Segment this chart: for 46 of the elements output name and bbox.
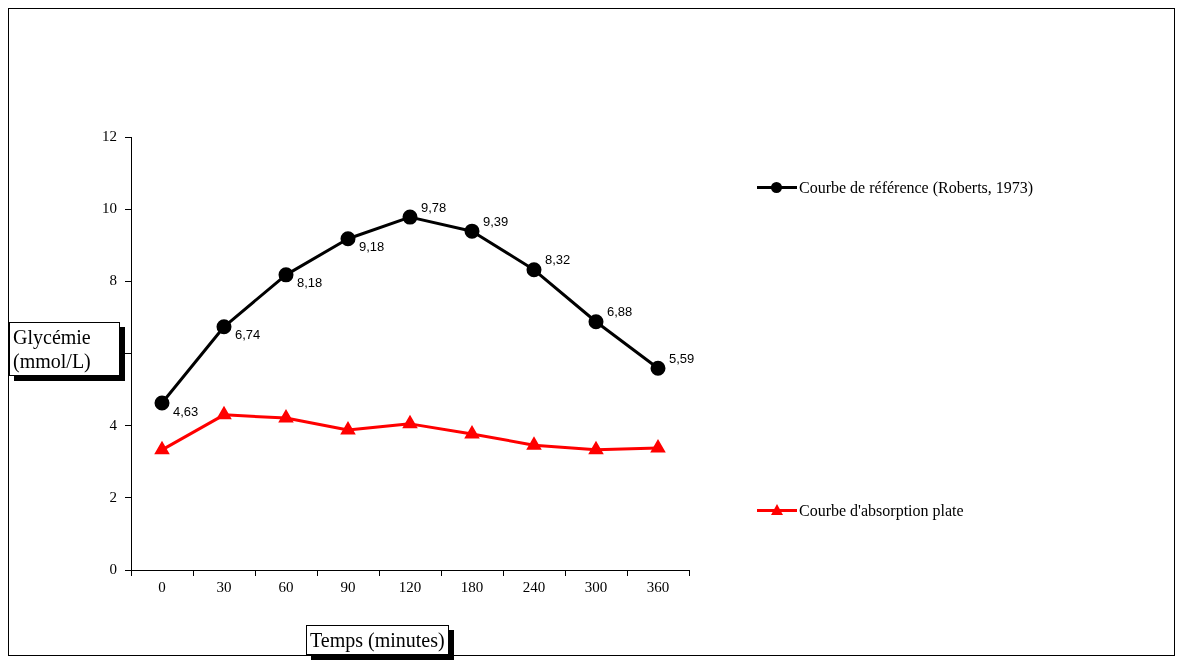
data-label: 4,63	[173, 403, 199, 419]
point	[650, 360, 666, 376]
data-label: 8,32	[545, 252, 571, 268]
x-tick-label: 30	[216, 578, 232, 595]
point	[340, 231, 356, 247]
data-label: 6,88	[607, 304, 633, 320]
point	[154, 395, 170, 411]
data-label: 6,74	[235, 327, 261, 343]
point	[465, 426, 479, 439]
point	[217, 407, 231, 420]
y-tick-label: 8	[109, 272, 117, 289]
point	[403, 416, 417, 429]
x-tick-label: 120	[398, 578, 422, 595]
x-tick-label: 300	[584, 578, 608, 595]
y-tick-label: 4	[109, 416, 118, 433]
point	[155, 442, 169, 455]
point	[216, 319, 232, 335]
x-tick-label: 240	[522, 578, 546, 595]
point	[588, 314, 604, 330]
legend-label: Courbe d'absorption plate	[799, 502, 964, 520]
point	[527, 437, 541, 450]
legend-label: Courbe de référence (Roberts, 1973)	[799, 179, 1034, 197]
data-label: 5,59	[669, 350, 695, 366]
y-tick-label: 0	[109, 560, 117, 577]
point	[278, 267, 294, 283]
point	[589, 442, 603, 455]
y-axis-title: Glycémie (mmol/L)	[9, 322, 120, 376]
x-tick-label: 60	[278, 578, 294, 595]
y-tick-label: 12	[102, 127, 117, 144]
data-label: 8,18	[297, 275, 323, 291]
point	[402, 209, 418, 225]
point	[341, 422, 355, 435]
y-tick-label: 10	[102, 200, 117, 217]
data-label: 9,18	[359, 239, 385, 255]
data-label: 9,39	[483, 213, 509, 229]
point	[464, 223, 480, 239]
point	[651, 440, 665, 453]
y-tick-label: 2	[109, 488, 117, 505]
data-label: 9,78	[421, 199, 447, 215]
x-axis-title: Temps (minutes)	[306, 625, 449, 655]
point	[279, 410, 293, 423]
x-tick-label: 180	[460, 578, 484, 595]
x-tick-label: 90	[340, 578, 356, 595]
x-tick-label: 360	[646, 578, 670, 595]
point	[526, 262, 542, 278]
x-tick-label: 0	[158, 578, 166, 595]
